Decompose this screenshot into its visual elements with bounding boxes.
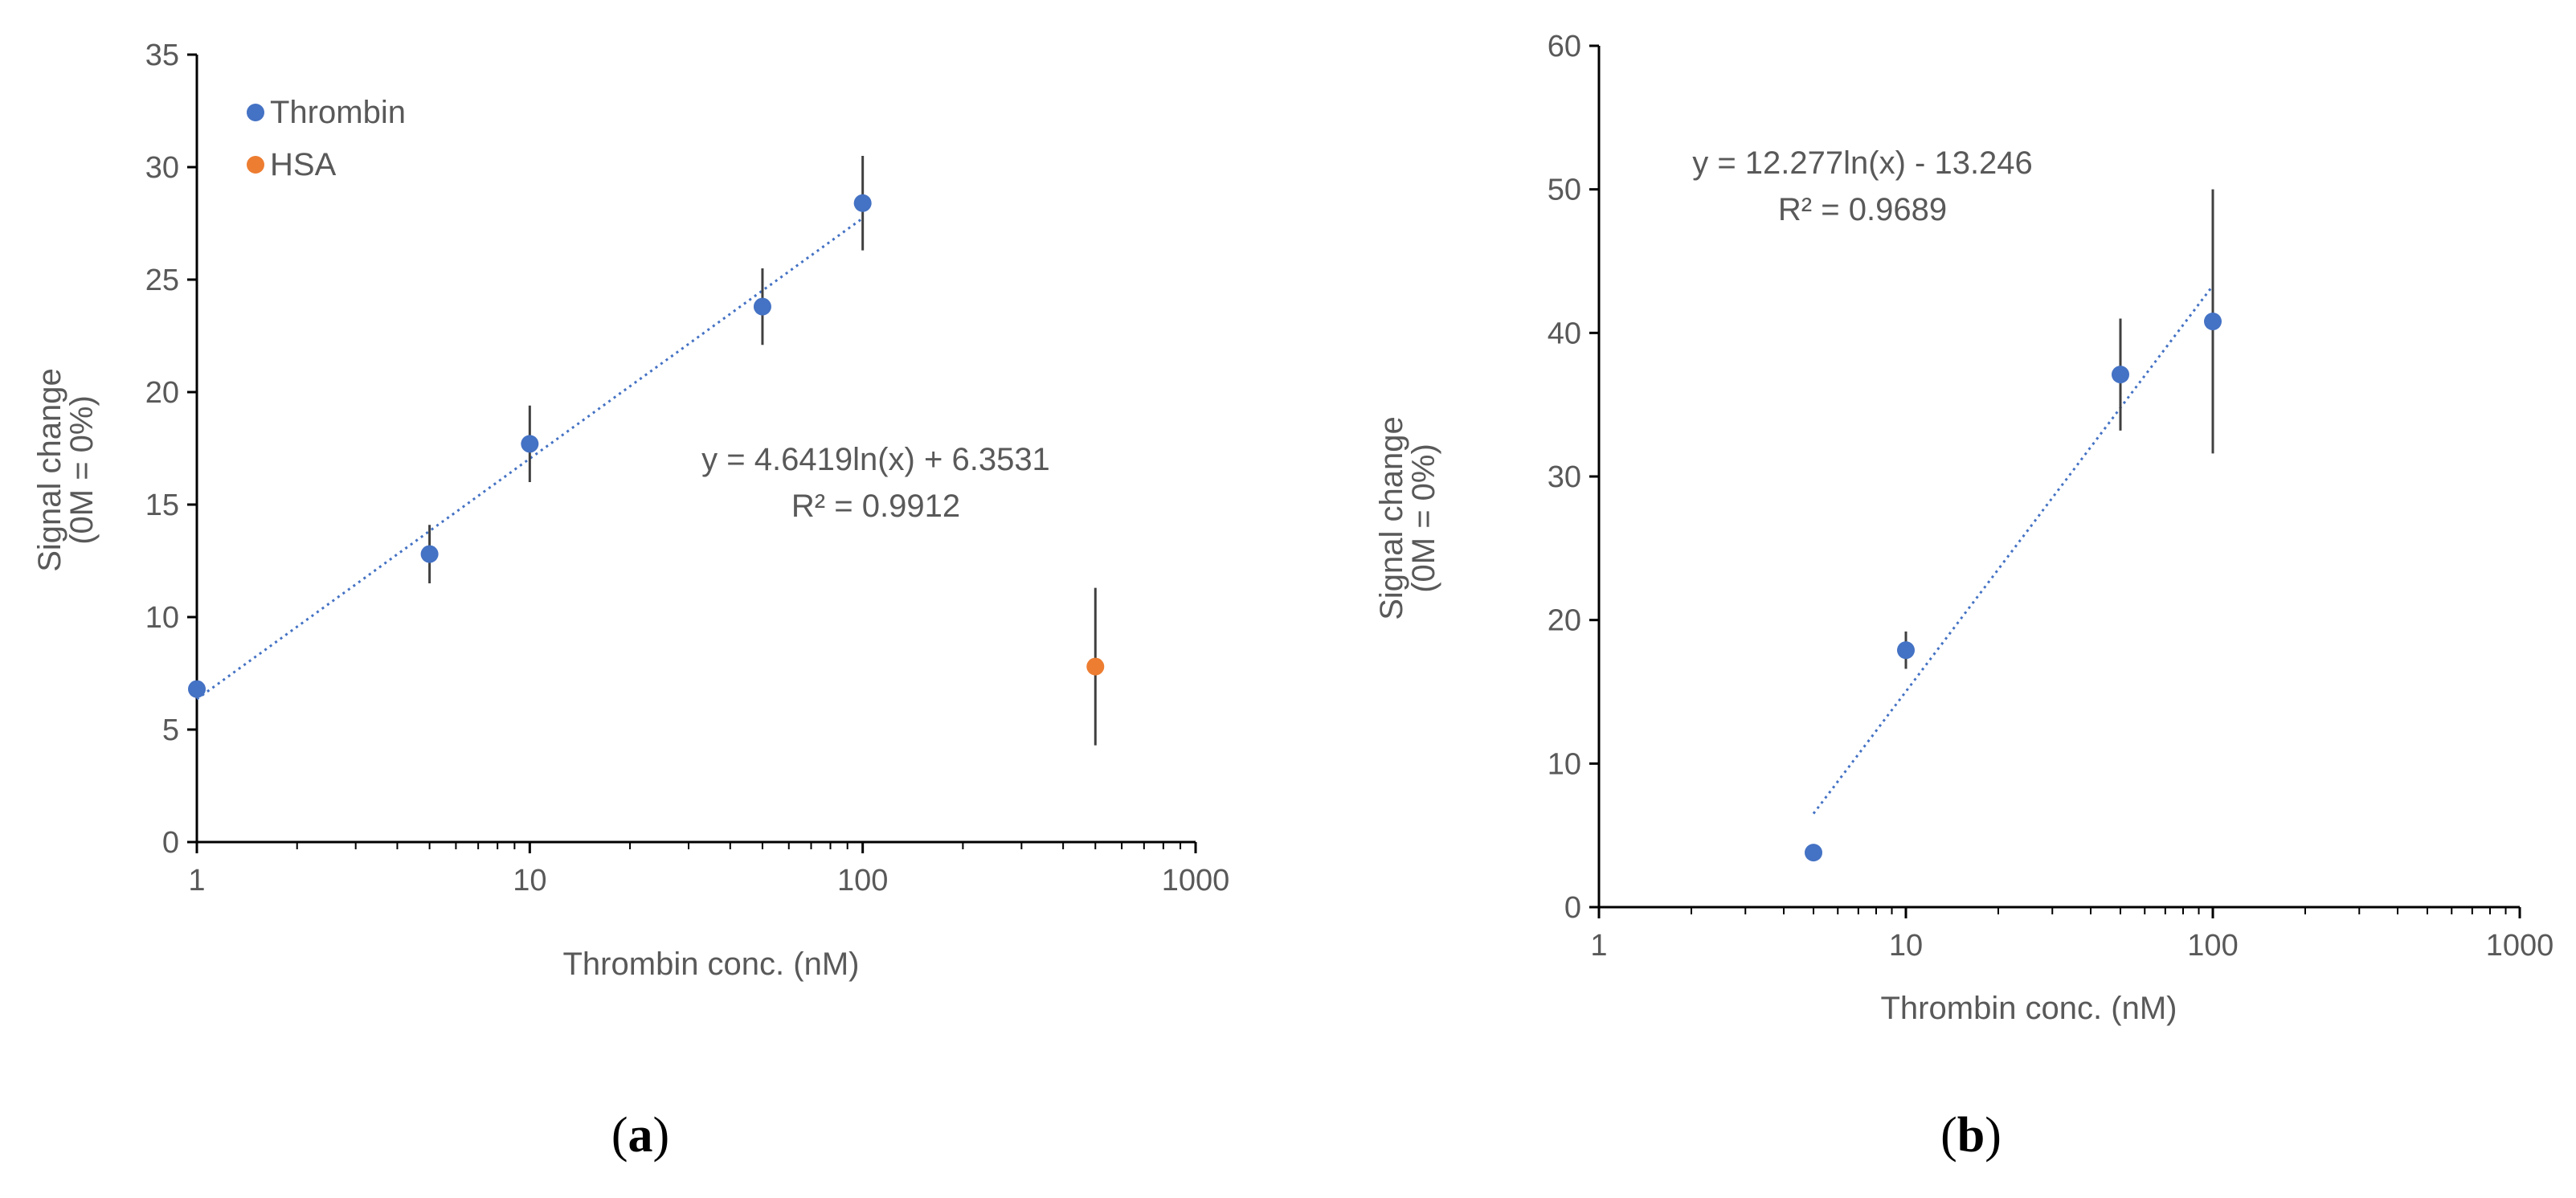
panel-b-axes: 0 10 20 30 40 50 60 1 10 100 1000 xyxy=(1548,30,2554,963)
data-point xyxy=(188,680,206,698)
x-tick-label: 1000 xyxy=(1162,864,1230,897)
panel-a-marks xyxy=(188,156,1105,746)
panel-b-marks xyxy=(1805,189,2222,862)
x-tick-label: 1000 xyxy=(2486,929,2554,963)
data-point xyxy=(1086,657,1105,676)
y-tick-label: 15 xyxy=(145,489,179,522)
trendline xyxy=(1812,284,2214,815)
trendline xyxy=(196,217,864,701)
x-tick-label: 1 xyxy=(188,864,205,897)
panel-a-caption: (a) xyxy=(611,1108,669,1163)
panel-b-y-axis-title-line2: (0M = 0%) xyxy=(1406,444,1441,593)
y-tick-label: 20 xyxy=(145,376,179,410)
legend-hsa-label: HSA xyxy=(270,147,337,182)
panel-a-y-axis-title-line1: Signal change xyxy=(32,368,67,572)
y-tick-label: 0 xyxy=(162,826,179,860)
panel-b-r-squared: R² = 0.9689 xyxy=(1778,192,1947,227)
panel-a-r-squared: R² = 0.9912 xyxy=(791,489,960,524)
legend-thrombin-marker xyxy=(247,104,264,121)
panel-a-caption-letter: a xyxy=(628,1108,653,1163)
data-point xyxy=(2112,366,2130,384)
y-tick-label: 40 xyxy=(1548,317,1581,350)
panel-b-caption-letter: b xyxy=(1957,1108,1985,1163)
data-point xyxy=(1897,641,1915,660)
legend-thrombin-label: Thrombin xyxy=(270,95,406,130)
x-tick-label: 100 xyxy=(2187,929,2238,963)
panel-b-caption: (b) xyxy=(1940,1108,2002,1163)
panel-b-y-axis-title-line1: Signal change xyxy=(1374,416,1409,620)
y-tick-label: 30 xyxy=(1548,460,1581,494)
y-tick-label: 0 xyxy=(1564,891,1581,925)
data-point xyxy=(853,194,872,212)
data-point xyxy=(1805,844,1823,862)
panel-b-x-axis-title: Thrombin conc. (nM) xyxy=(1881,991,2177,1026)
data-point xyxy=(2204,313,2222,331)
x-tick-label: 10 xyxy=(1889,929,1923,963)
data-point xyxy=(521,435,539,453)
y-tick-label: 5 xyxy=(162,713,179,747)
y-tick-label: 30 xyxy=(145,151,179,185)
panel-a-axes: 0 5 10 15 20 25 30 35 1 10 100 1000 xyxy=(145,39,1230,897)
x-tick-label: 1 xyxy=(1590,929,1607,963)
y-tick-label: 35 xyxy=(145,39,179,72)
panel-a-legend: Thrombin HSA xyxy=(247,95,406,182)
panel-a-chart: 0 5 10 15 20 25 30 35 1 10 100 1000 Thrombin conc. … xyxy=(32,39,1229,1163)
y-tick-label: 25 xyxy=(145,264,179,297)
panel-b-trend-equation: y = 12.277ln(x) - 13.246 xyxy=(1692,145,2033,181)
y-tick-label: 10 xyxy=(1548,747,1581,781)
panel-a-x-axis-title: Thrombin conc. (nM) xyxy=(563,947,860,982)
data-point xyxy=(420,545,439,563)
panel-a-y-axis-title-line2: (0M = 0%) xyxy=(64,395,100,545)
x-tick-label: 100 xyxy=(837,864,888,897)
data-point xyxy=(753,297,771,316)
panel-b-chart: 0 10 20 30 40 50 60 1 10 100 1000 Thrombin conc. (… xyxy=(1374,30,2554,1163)
x-tick-label: 10 xyxy=(513,864,546,897)
y-tick-label: 50 xyxy=(1548,174,1581,207)
y-tick-label: 60 xyxy=(1548,30,1581,63)
panel-a-trend-equation: y = 4.6419ln(x) + 6.3531 xyxy=(701,442,1050,477)
y-tick-label: 10 xyxy=(145,601,179,635)
legend-hsa-marker xyxy=(247,156,264,174)
y-tick-label: 20 xyxy=(1548,604,1581,638)
